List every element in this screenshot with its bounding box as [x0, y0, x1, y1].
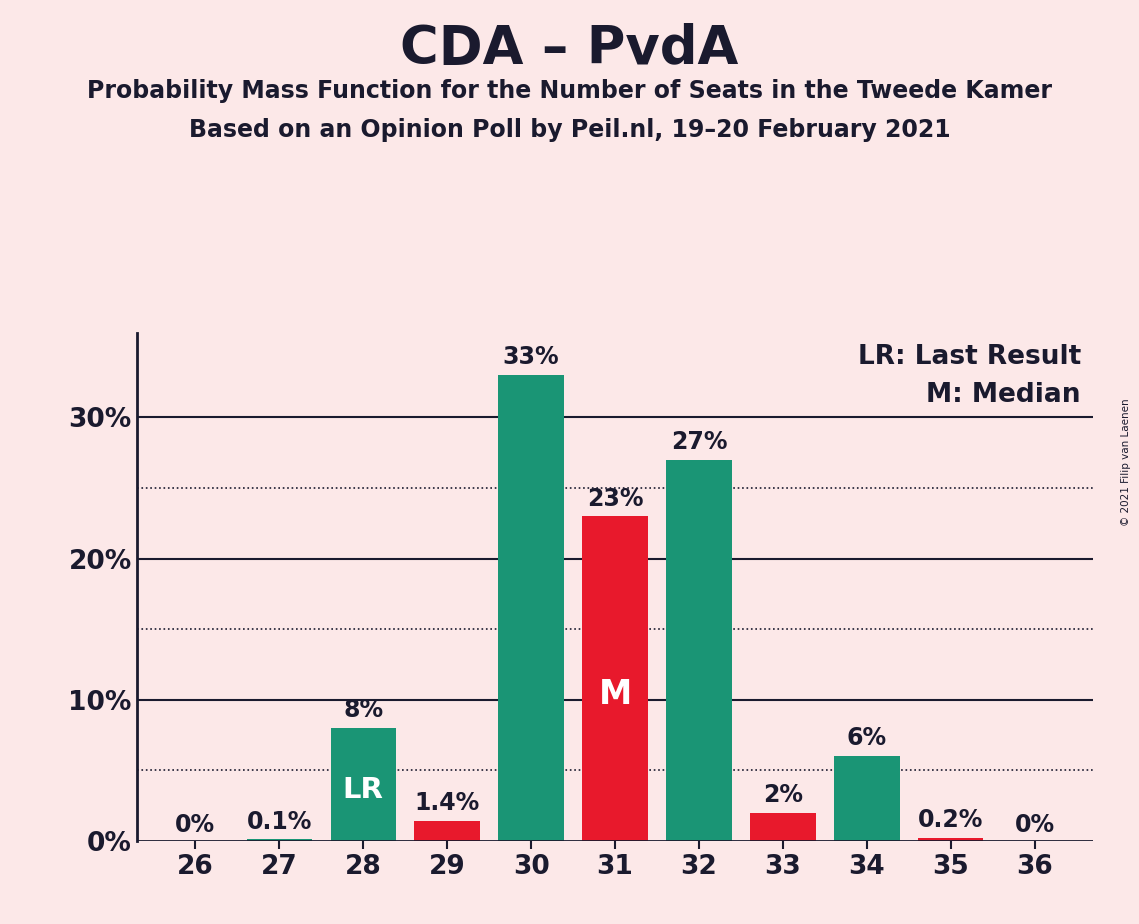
Text: 0.2%: 0.2%: [918, 808, 983, 833]
Bar: [666, 459, 731, 841]
Text: 33%: 33%: [502, 346, 559, 370]
Text: 23%: 23%: [587, 487, 644, 510]
Bar: [582, 517, 648, 841]
Text: M: Median: M: Median: [926, 382, 1081, 408]
Text: CDA – PvdA: CDA – PvdA: [400, 23, 739, 75]
Bar: [415, 821, 480, 841]
Bar: [918, 838, 983, 841]
Bar: [330, 728, 396, 841]
Text: © 2021 Filip van Laenen: © 2021 Filip van Laenen: [1121, 398, 1131, 526]
Text: 2%: 2%: [763, 783, 803, 807]
Text: Based on an Opinion Poll by Peil.nl, 19–20 February 2021: Based on an Opinion Poll by Peil.nl, 19–…: [189, 118, 950, 142]
Text: 0.1%: 0.1%: [247, 809, 312, 833]
Text: 27%: 27%: [671, 430, 727, 454]
Text: Probability Mass Function for the Number of Seats in the Tweede Kamer: Probability Mass Function for the Number…: [87, 79, 1052, 103]
Text: 0%: 0%: [1015, 812, 1055, 836]
Text: 0%: 0%: [175, 812, 215, 836]
Bar: [834, 756, 900, 841]
Text: LR: Last Result: LR: Last Result: [858, 344, 1081, 370]
Text: 8%: 8%: [343, 699, 384, 723]
Bar: [499, 375, 564, 841]
Bar: [751, 812, 816, 841]
Bar: [247, 839, 312, 841]
Text: LR: LR: [343, 776, 384, 804]
Text: 1.4%: 1.4%: [415, 792, 480, 816]
Text: M: M: [598, 678, 632, 711]
Text: 6%: 6%: [846, 726, 887, 750]
